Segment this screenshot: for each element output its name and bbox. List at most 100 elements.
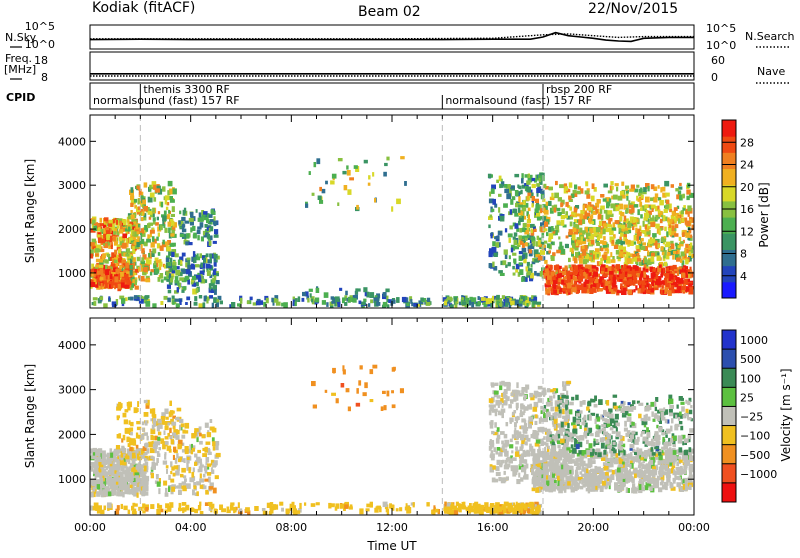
power-cell <box>155 222 159 226</box>
power-cell <box>613 195 618 200</box>
power-cell <box>148 211 153 215</box>
power-cell <box>651 253 655 257</box>
power-cell <box>533 297 537 301</box>
velocity-cell <box>109 468 113 473</box>
power-cell <box>667 252 671 256</box>
velocity-cell <box>393 367 396 371</box>
power-cell <box>635 266 639 271</box>
power-cell <box>633 278 637 284</box>
power-cell <box>590 290 594 294</box>
velocity-cell <box>184 478 187 482</box>
power-cell <box>564 280 568 284</box>
power-cell <box>209 214 213 218</box>
velocity-cell <box>124 419 128 424</box>
velocity-cell <box>118 402 121 408</box>
power-cell <box>645 204 649 208</box>
velocity-cell <box>536 391 539 395</box>
velocity-cell <box>520 477 523 481</box>
power-cell <box>600 194 604 198</box>
power-cell <box>203 231 205 235</box>
velocity-cell <box>130 422 134 426</box>
power-cell <box>309 289 313 292</box>
power-cell <box>612 240 615 244</box>
power-cell <box>310 293 312 297</box>
power-cell <box>193 283 196 287</box>
power-cell <box>203 302 206 307</box>
power-cell <box>662 285 664 289</box>
power-cell <box>639 202 642 207</box>
velocity-cell <box>203 485 206 489</box>
velocity-cell <box>147 448 150 453</box>
velocity-cell <box>270 502 273 506</box>
power-cell <box>678 218 680 223</box>
power-cell <box>595 248 600 252</box>
power-cell <box>316 158 320 164</box>
power-cell <box>619 216 622 221</box>
velocity-cell <box>509 444 513 448</box>
velocity-cell <box>490 511 493 514</box>
power-cell <box>572 235 576 240</box>
power-cell <box>627 240 631 245</box>
velocity-cell <box>205 468 208 474</box>
power-cell <box>642 242 646 245</box>
power-cell <box>531 295 533 299</box>
power-cell <box>660 219 663 223</box>
power-cell <box>143 211 145 215</box>
velocity-cell <box>477 505 482 510</box>
power-cell <box>172 206 175 212</box>
velocity-cell <box>91 468 93 472</box>
velocity-cell <box>206 442 211 445</box>
velocity-cell <box>202 453 207 457</box>
velocity-cell <box>501 409 506 413</box>
power-cell <box>625 186 629 189</box>
power-cell <box>521 277 523 282</box>
velocity-cell <box>333 369 335 374</box>
power-cell <box>505 303 508 307</box>
power-cell <box>492 262 494 268</box>
power-cell <box>591 196 595 202</box>
power-cell <box>520 190 522 195</box>
power-cell <box>203 258 206 263</box>
power-cell <box>674 218 677 222</box>
power-cell <box>316 288 320 293</box>
power-cell <box>629 189 634 192</box>
power-cell <box>558 236 560 239</box>
power-cell <box>489 215 492 218</box>
power-cell <box>512 253 516 256</box>
power-cell <box>592 278 595 281</box>
power-cell <box>179 211 181 215</box>
velocity-cell <box>399 507 402 511</box>
power-cell <box>574 258 577 264</box>
power-colorbar-swatch-9 <box>722 136 736 153</box>
velocity-cell <box>491 457 495 460</box>
power-cell <box>525 242 528 246</box>
power-cell <box>498 194 502 197</box>
power-cell <box>347 170 351 176</box>
power-cell <box>519 218 523 223</box>
power-cell <box>527 193 531 196</box>
power-cell <box>91 282 96 287</box>
power-cell <box>577 191 581 195</box>
power-cell <box>500 184 504 188</box>
velocity-cell <box>384 405 387 410</box>
power-cell <box>658 197 661 200</box>
velocity-cell <box>91 456 96 460</box>
power-cell <box>176 304 180 308</box>
velocity-cell <box>148 442 153 448</box>
power-cell <box>322 300 326 305</box>
velocity-cell <box>450 505 452 509</box>
power-cell <box>526 303 528 307</box>
power-cell <box>250 297 253 301</box>
velocity-cell <box>502 460 505 464</box>
power-cell <box>659 200 664 205</box>
power-cell <box>214 254 218 259</box>
power-cell <box>130 237 133 240</box>
power-cell <box>495 242 499 248</box>
velocity-cell <box>130 485 133 489</box>
power-cell <box>119 253 122 257</box>
power-cell <box>632 269 635 275</box>
power-cell <box>180 260 182 264</box>
power-cell <box>625 281 630 286</box>
power-cell <box>627 289 632 294</box>
power-cell <box>519 262 523 265</box>
